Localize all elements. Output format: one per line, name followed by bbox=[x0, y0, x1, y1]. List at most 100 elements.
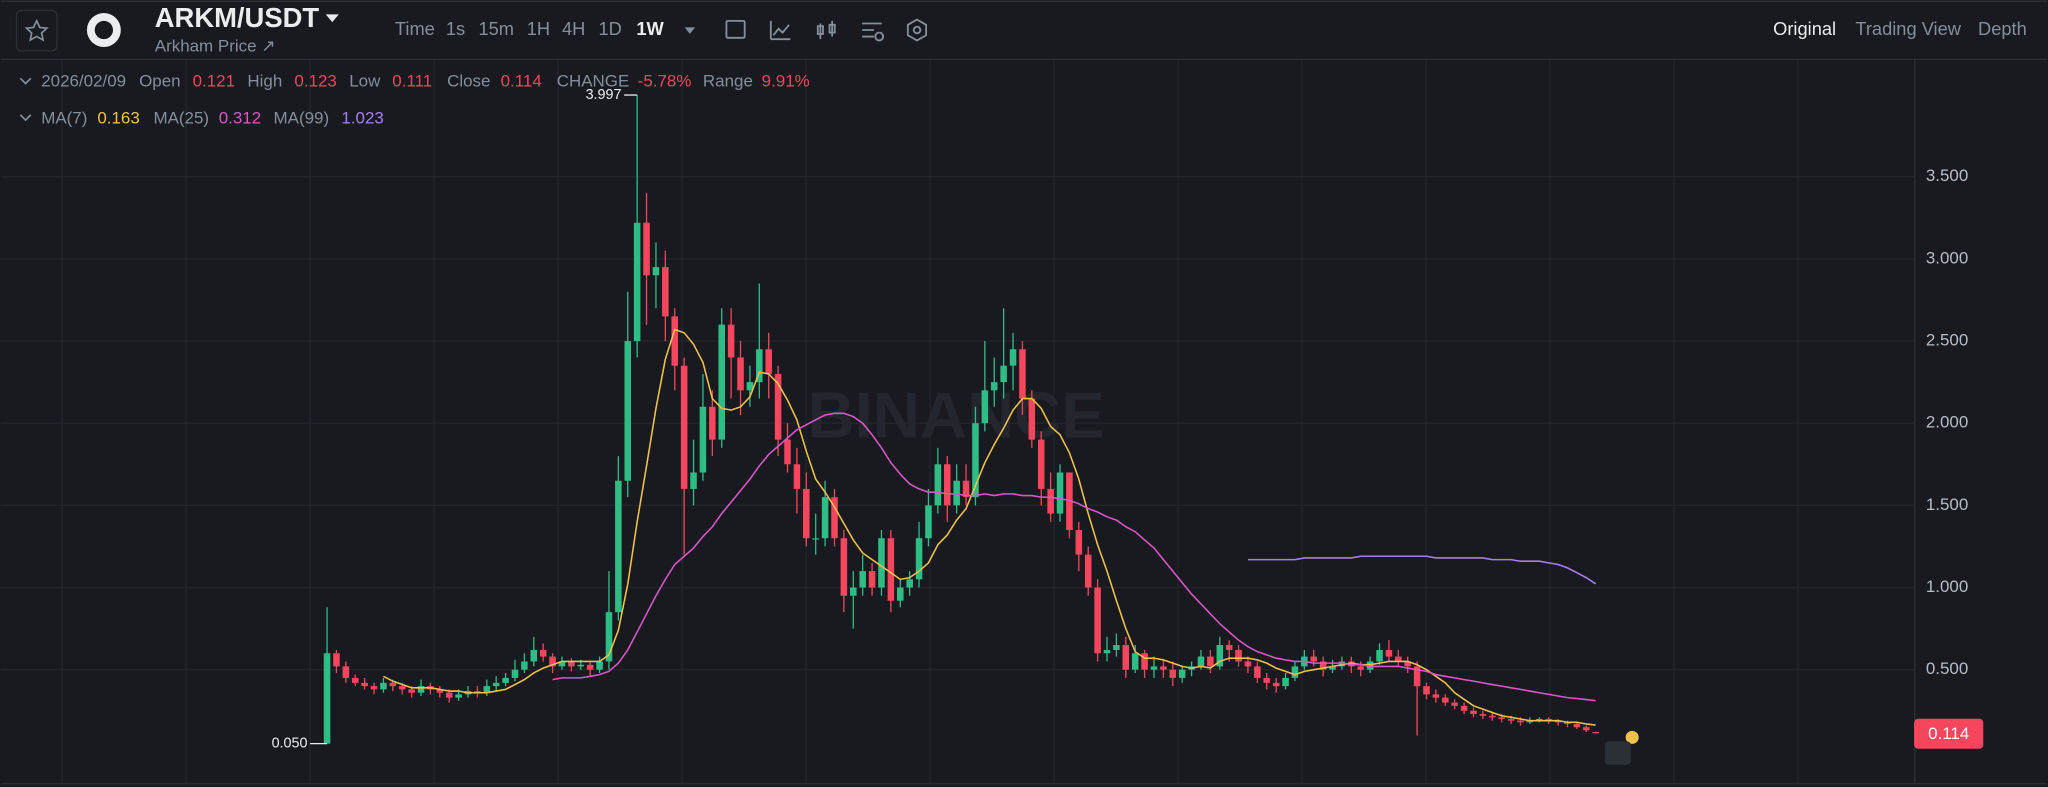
favorite-button[interactable] bbox=[15, 9, 58, 52]
candle-body bbox=[1582, 727, 1590, 731]
candle-body bbox=[821, 497, 829, 539]
candle-body bbox=[906, 579, 913, 588]
view-tab-active[interactable]: Original bbox=[1773, 18, 1836, 39]
candle-body bbox=[1197, 656, 1205, 667]
interval-tab[interactable]: 1D bbox=[599, 18, 622, 39]
y-tick-label: 2.000 bbox=[1926, 413, 1968, 432]
candle-body bbox=[878, 538, 885, 588]
legend-label: CHANGE bbox=[557, 72, 630, 91]
candle-body bbox=[1592, 731, 1599, 734]
candle-body bbox=[380, 682, 387, 690]
y-tick-label: 0.500 bbox=[1926, 659, 1968, 678]
candle-body bbox=[718, 324, 725, 440]
collapse-icon[interactable] bbox=[19, 77, 32, 85]
candle-body bbox=[803, 488, 810, 539]
legend-value: 0.121 bbox=[193, 72, 235, 91]
view-tab[interactable]: Depth bbox=[1978, 18, 2027, 39]
settings-list-icon[interactable] bbox=[862, 22, 884, 42]
ma-line bbox=[1247, 555, 1597, 585]
candle-body bbox=[746, 382, 754, 391]
candle-body bbox=[1442, 697, 1449, 703]
candle-body bbox=[333, 653, 340, 667]
toolbar-icons bbox=[725, 18, 928, 42]
indicator-icon[interactable] bbox=[769, 20, 791, 41]
candle-body bbox=[521, 661, 528, 670]
interval-tab[interactable]: 1s bbox=[446, 18, 465, 39]
settings-icon[interactable] bbox=[906, 18, 928, 42]
calendar-icon[interactable] bbox=[725, 19, 746, 39]
token-logo-inner bbox=[94, 20, 114, 40]
candle-body bbox=[474, 691, 481, 693]
candle-body bbox=[445, 692, 453, 698]
alert-dot[interactable] bbox=[1625, 730, 1639, 744]
candle-body bbox=[408, 689, 415, 693]
y-tick-label: 3.000 bbox=[1926, 248, 1968, 267]
candle-body bbox=[1460, 705, 1468, 711]
interval-tab[interactable]: 1H bbox=[527, 18, 550, 39]
legend-label: Low bbox=[349, 72, 381, 91]
candle-body bbox=[539, 649, 547, 657]
candle-body bbox=[1009, 349, 1017, 366]
interval-tab-active[interactable]: 1W bbox=[636, 18, 664, 39]
candle-body bbox=[1329, 666, 1336, 670]
candle-body bbox=[812, 538, 819, 540]
candle-body bbox=[1479, 714, 1487, 716]
symbol-dropdown[interactable] bbox=[325, 14, 339, 23]
chart-type-icon[interactable] bbox=[816, 20, 836, 40]
candle-body bbox=[1310, 656, 1318, 662]
candle-body bbox=[1235, 649, 1242, 662]
candle-body bbox=[1489, 715, 1496, 718]
candle-body bbox=[1413, 666, 1421, 687]
candle-body bbox=[455, 694, 462, 698]
candle-body bbox=[1141, 653, 1148, 670]
candle-body bbox=[1536, 718, 1543, 721]
candle-body bbox=[737, 357, 744, 391]
candle-body bbox=[690, 472, 697, 489]
candle-body bbox=[549, 656, 556, 667]
watermark: BINANCE bbox=[807, 378, 1104, 451]
interval-tab[interactable]: Time bbox=[395, 18, 435, 39]
candle-body bbox=[436, 689, 444, 693]
candle-body bbox=[511, 669, 519, 678]
view-tab[interactable]: Trading View bbox=[1855, 18, 1961, 39]
candle-body bbox=[887, 538, 895, 601]
candle-body bbox=[727, 324, 735, 358]
candle-body bbox=[389, 682, 397, 687]
ma-legend-value: 1.023 bbox=[341, 108, 383, 127]
symbol[interactable]: ARKM/USDT bbox=[155, 2, 320, 33]
candle-body bbox=[915, 538, 923, 580]
ma-legend-label: MA(99) bbox=[274, 108, 330, 127]
candle-body bbox=[1517, 720, 1524, 723]
legend-label: High bbox=[247, 72, 282, 91]
candle-body bbox=[370, 686, 378, 690]
candle-body bbox=[1498, 717, 1505, 719]
star-icon bbox=[24, 18, 49, 42]
candle-body bbox=[1507, 718, 1515, 721]
candle-body bbox=[1113, 645, 1120, 650]
candle-body bbox=[671, 316, 679, 366]
candle-body bbox=[774, 373, 782, 440]
candle-body bbox=[680, 365, 688, 489]
subtitle[interactable]: Arkham Price ↗ bbox=[155, 36, 276, 55]
legend-label: Close bbox=[447, 72, 490, 91]
legend-value: 9.91% bbox=[762, 72, 810, 91]
interval-dropdown[interactable] bbox=[684, 27, 696, 34]
collapse-icon[interactable] bbox=[19, 114, 32, 122]
last-price-tag bbox=[1914, 718, 1984, 749]
interval-tab[interactable]: 15m bbox=[478, 18, 514, 39]
candle-body bbox=[1263, 677, 1271, 683]
candle-body bbox=[699, 406, 707, 473]
legend-value: 0.114 bbox=[501, 72, 542, 91]
candle-body bbox=[990, 382, 998, 391]
candle-body bbox=[1169, 669, 1177, 678]
candle-body bbox=[756, 349, 763, 383]
news-button[interactable] bbox=[1604, 741, 1631, 765]
interval-tab[interactable]: 4H bbox=[562, 18, 585, 39]
last-price-label: 0.114 bbox=[1928, 724, 1969, 743]
candle-body bbox=[1160, 666, 1167, 670]
candle-body bbox=[1254, 666, 1261, 678]
candle-body bbox=[765, 349, 772, 374]
y-tick-label: 1.000 bbox=[1926, 577, 1968, 596]
